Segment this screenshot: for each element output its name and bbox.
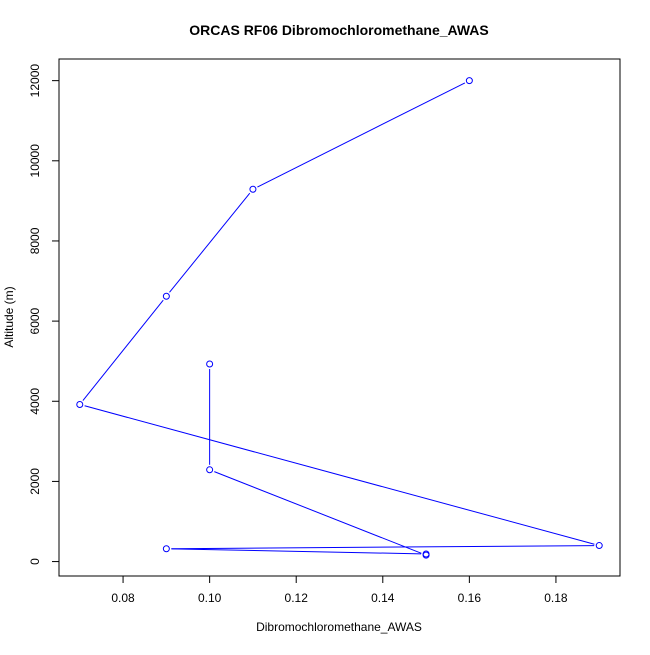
y-tick-label: 0: [28, 558, 42, 565]
x-tick-label: 0.14: [371, 591, 395, 605]
y-tick-label: 8000: [28, 227, 42, 254]
y-tick-label: 12000: [28, 64, 42, 98]
data-point: [465, 77, 473, 85]
x-axis: 0.08 0.10 0.12 0.14 0.16 0.18: [111, 575, 568, 605]
data-point: [206, 360, 214, 368]
data-point: [76, 400, 84, 408]
data-point: [595, 542, 603, 550]
x-tick-label: 0.12: [285, 591, 309, 605]
y-tick-label: 10000: [28, 144, 42, 178]
plot-frame: [58, 58, 621, 577]
series-line-segment: [171, 548, 422, 555]
y-tick-label: 6000: [28, 307, 42, 334]
series-line-segment: [214, 471, 422, 554]
series-line-segment: [169, 192, 251, 293]
series-layer: [76, 77, 603, 559]
data-point: [249, 185, 257, 193]
data-point: [162, 292, 170, 300]
x-tick-label: 0.18: [544, 591, 568, 605]
x-axis-label: Dibromochloromethane_AWAS: [256, 620, 422, 634]
y-tick-label: 4000: [28, 388, 42, 415]
series-line-segment: [257, 82, 466, 188]
data-point: [206, 466, 214, 474]
x-tick-label: 0.16: [458, 591, 482, 605]
data-point: [162, 545, 170, 553]
series-line-segment: [171, 545, 595, 550]
data-point: [422, 550, 430, 558]
x-tick-label: 0.08: [111, 591, 135, 605]
y-axis-label: Altitude (m): [2, 286, 16, 347]
y-tick-label: 2000: [28, 468, 42, 495]
series-line-segment: [82, 299, 164, 401]
chart-title: ORCAS RF06 Dibromochloromethane_AWAS: [189, 22, 489, 38]
x-tick-label: 0.10: [198, 591, 222, 605]
series-line-segment: [84, 405, 595, 545]
y-axis: 0 2000 4000 6000 8000 10000 12000: [28, 64, 60, 565]
